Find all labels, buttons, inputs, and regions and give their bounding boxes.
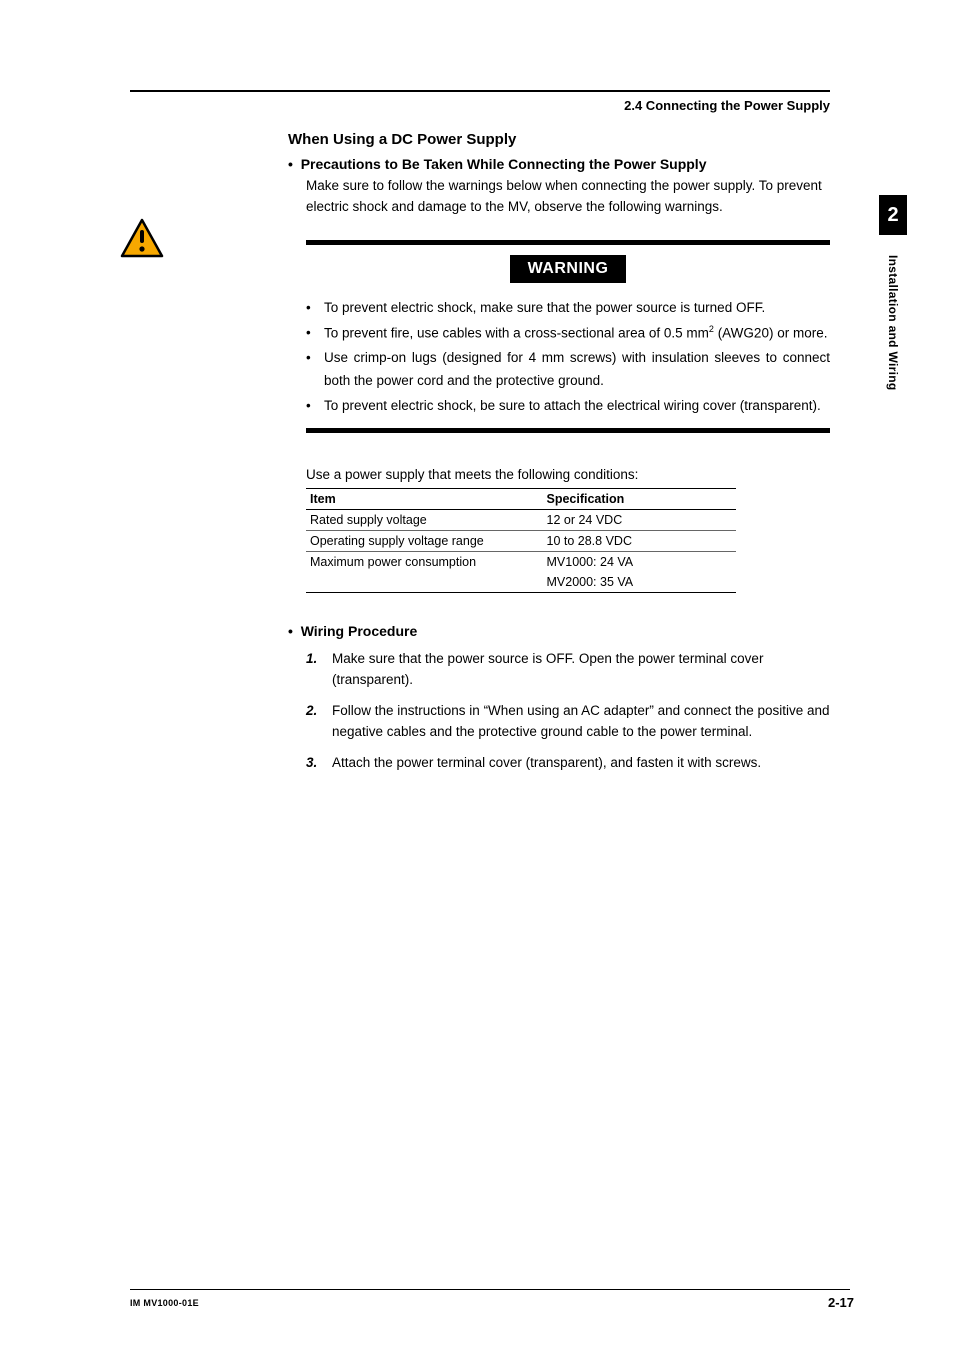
specs-table: Item Specification Rated supply voltage1…: [306, 488, 736, 593]
step-item: 3.Attach the power terminal cover (trans…: [306, 753, 830, 774]
warning-text: To prevent fire, use cables with a cross…: [324, 322, 830, 345]
bullet-icon: •: [288, 156, 301, 172]
warning-item: •To prevent electric shock, make sure th…: [306, 297, 830, 320]
warning-item: •To prevent fire, use cables with a cros…: [306, 322, 830, 345]
table-row: MV2000: 35 VA: [306, 572, 736, 593]
cell: Maximum power consumption: [306, 552, 543, 573]
col-spec: Specification: [543, 489, 737, 510]
caution-triangle-icon: [120, 218, 164, 258]
warning-text: To prevent electric shock, be sure to at…: [324, 395, 830, 418]
bullet-icon: •: [306, 347, 324, 393]
chapter-tab: 2: [879, 195, 907, 235]
step-number: 1.: [306, 649, 332, 691]
step-item: 1.Make sure that the power source is OFF…: [306, 649, 830, 691]
cell: Rated supply voltage: [306, 510, 543, 531]
wiring-heading: • Wiring Procedure: [288, 623, 830, 639]
wiring-steps: 1.Make sure that the power source is OFF…: [306, 649, 830, 774]
table-header-row: Item Specification: [306, 489, 736, 510]
precautions-body: Make sure to follow the warnings below w…: [306, 176, 830, 218]
step-text: Follow the instructions in “When using a…: [332, 701, 830, 743]
chapter-label: Installation and Wiring: [886, 255, 900, 390]
warning-item: •Use crimp-on lugs (designed for 4 mm sc…: [306, 347, 830, 393]
bullet-icon: •: [306, 322, 324, 345]
cell: MV1000: 24 VA: [543, 552, 737, 573]
footer-doc-id: IM MV1000-01E: [130, 1298, 199, 1308]
chapter-number: 2: [887, 204, 898, 227]
table-row: Operating supply voltage range10 to 28.8…: [306, 531, 736, 552]
step-item: 2.Follow the instructions in “When using…: [306, 701, 830, 743]
warning-text: To prevent electric shock, make sure tha…: [324, 297, 830, 320]
step-number: 3.: [306, 753, 332, 774]
header-rule: [130, 90, 830, 92]
bullet-icon: •: [306, 297, 324, 320]
cell: 10 to 28.8 VDC: [543, 531, 737, 552]
conditions-intro: Use a power supply that meets the follow…: [306, 467, 830, 482]
warning-item: •To prevent electric shock, be sure to a…: [306, 395, 830, 418]
content-area: 2.4 Connecting the Power Supply When Usi…: [130, 90, 830, 784]
warning-bottom-rule: [306, 428, 830, 433]
warning-box: WARNING •To prevent electric shock, make…: [306, 240, 830, 433]
table-row: Rated supply voltage12 or 24 VDC: [306, 510, 736, 531]
warning-text: Use crimp-on lugs (designed for 4 mm scr…: [324, 347, 830, 393]
bullet-icon: •: [306, 395, 324, 418]
cell: Operating supply voltage range: [306, 531, 543, 552]
table-row: Maximum power consumptionMV1000: 24 VA: [306, 552, 736, 573]
wiring-title: Wiring Procedure: [301, 623, 418, 639]
cell: [306, 572, 543, 593]
step-number: 2.: [306, 701, 332, 743]
col-item: Item: [306, 489, 543, 510]
precautions-heading: • Precautions to Be Taken While Connecti…: [288, 156, 830, 172]
cell: MV2000: 35 VA: [543, 572, 737, 593]
step-text: Make sure that the power source is OFF. …: [332, 649, 830, 691]
precautions-title: Precautions to Be Taken While Connecting…: [301, 156, 707, 172]
cell: 12 or 24 VDC: [543, 510, 737, 531]
bullet-icon: •: [288, 623, 301, 639]
chapter-label-wrap: Installation and Wiring: [879, 255, 907, 455]
warning-badge: WARNING: [510, 255, 627, 283]
section-header: 2.4 Connecting the Power Supply: [130, 98, 830, 113]
footer-rule: [130, 1289, 850, 1290]
step-text: Attach the power terminal cover (transpa…: [332, 753, 830, 774]
warning-list: •To prevent electric shock, make sure th…: [306, 297, 830, 418]
warning-top-rule: [306, 240, 830, 245]
page: 2.4 Connecting the Power Supply When Usi…: [0, 0, 954, 1350]
heading-dc-supply: When Using a DC Power Supply: [288, 131, 830, 148]
footer-page-num: 2-17: [828, 1295, 854, 1310]
